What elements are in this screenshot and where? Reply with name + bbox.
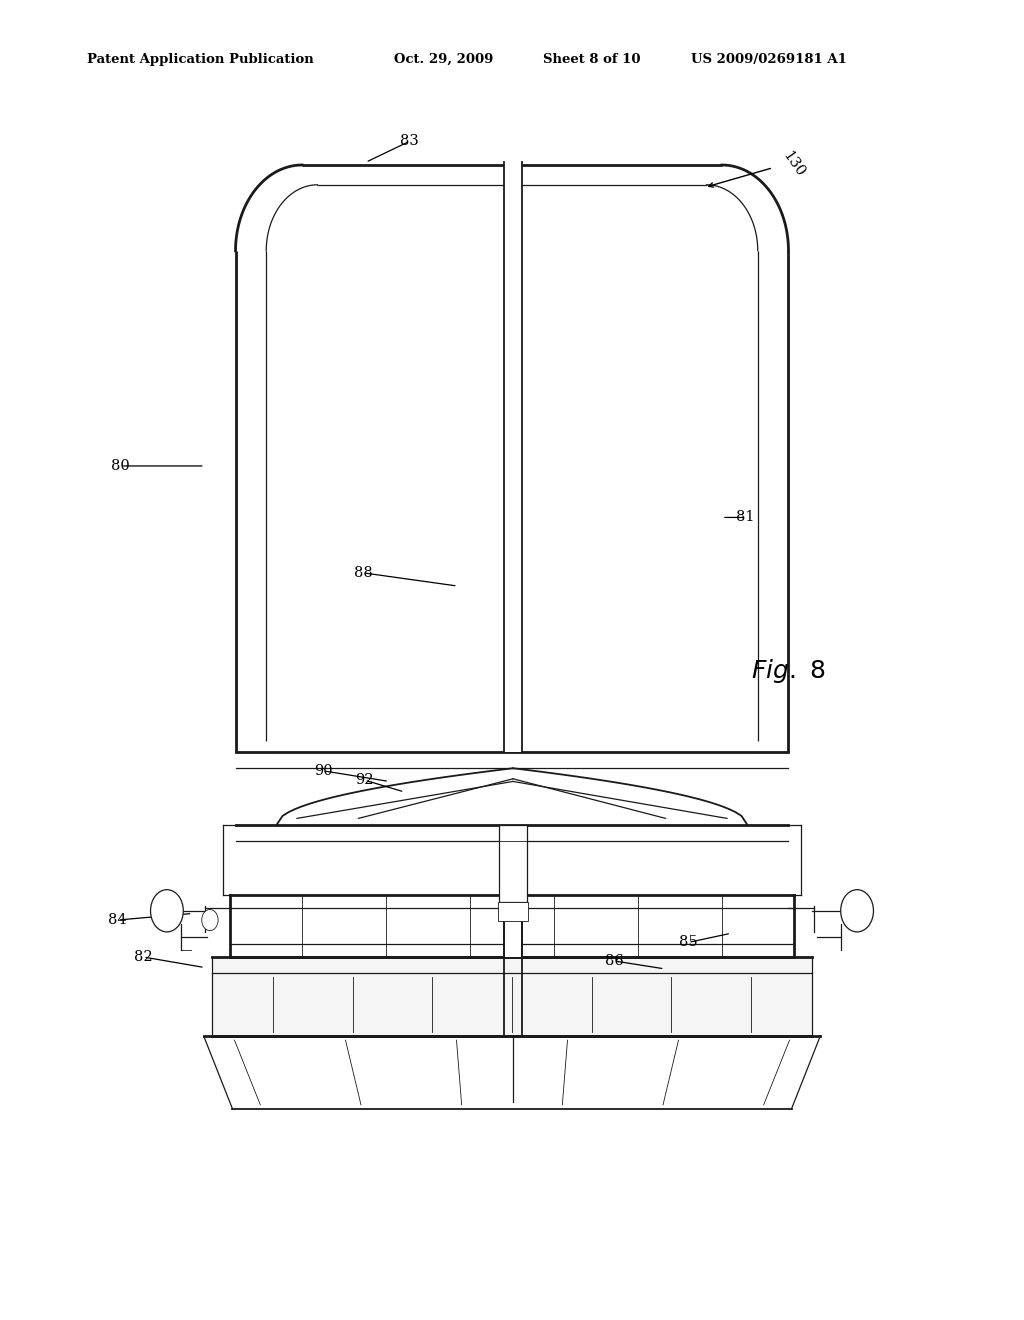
Text: US 2009/0269181 A1: US 2009/0269181 A1 bbox=[691, 53, 847, 66]
Text: 83: 83 bbox=[400, 135, 419, 148]
Text: Patent Application Publication: Patent Application Publication bbox=[87, 53, 313, 66]
Text: Sheet 8 of 10: Sheet 8 of 10 bbox=[543, 53, 640, 66]
Circle shape bbox=[841, 890, 873, 932]
Text: Oct. 29, 2009: Oct. 29, 2009 bbox=[394, 53, 494, 66]
Text: $\mathit{Fig.\ 8}$: $\mathit{Fig.\ 8}$ bbox=[752, 656, 825, 685]
Bar bbox=[504, 895, 522, 957]
Circle shape bbox=[151, 890, 183, 932]
Text: 88: 88 bbox=[354, 566, 373, 579]
Text: 80: 80 bbox=[112, 459, 130, 473]
Text: 82: 82 bbox=[134, 950, 153, 964]
Text: 130: 130 bbox=[780, 148, 808, 180]
Text: 81: 81 bbox=[736, 511, 755, 524]
Bar bbox=[504, 162, 522, 752]
Text: 85: 85 bbox=[679, 936, 697, 949]
Text: 90: 90 bbox=[314, 764, 333, 777]
Bar bbox=[498, 902, 528, 921]
Bar bbox=[499, 825, 527, 902]
Text: 86: 86 bbox=[605, 954, 624, 968]
Circle shape bbox=[202, 909, 218, 931]
Bar bbox=[212, 957, 812, 1036]
Text: 84: 84 bbox=[109, 913, 127, 927]
Text: 92: 92 bbox=[355, 774, 374, 787]
